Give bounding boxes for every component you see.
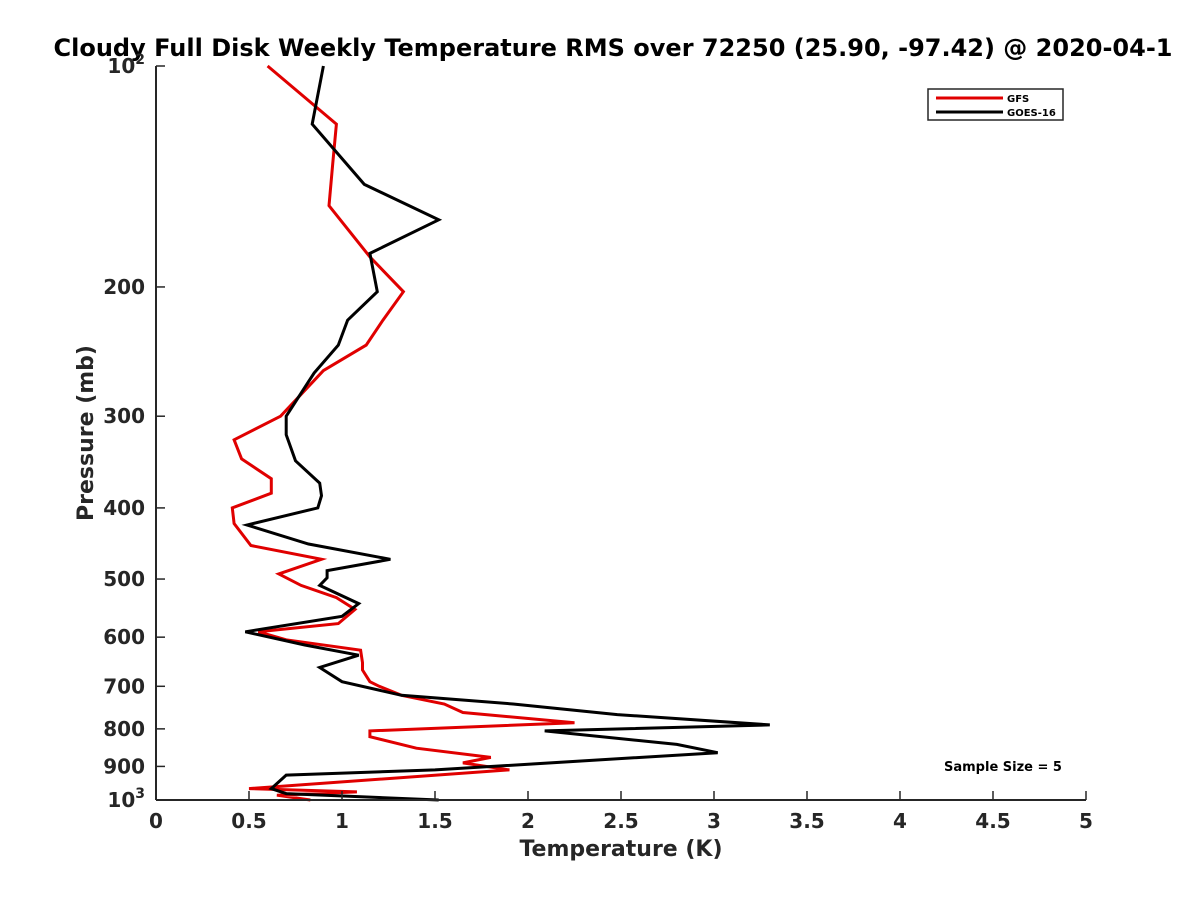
y-tick-label: 200 bbox=[103, 275, 145, 299]
x-tick-label: 5 bbox=[1079, 809, 1093, 833]
x-tick-label: 2 bbox=[521, 809, 535, 833]
x-tick-label: 0.5 bbox=[231, 809, 266, 833]
plot-area bbox=[156, 66, 1086, 800]
sample-size-annotation: Sample Size = 5 bbox=[944, 760, 1062, 775]
y-tick-label: 700 bbox=[103, 674, 145, 698]
legend-label: GFS bbox=[1007, 94, 1029, 105]
chart-title: Cloudy Full Disk Weekly Temperature RMS … bbox=[54, 34, 1173, 62]
legend-box bbox=[927, 88, 1064, 121]
x-tick-label: 3 bbox=[707, 809, 721, 833]
y-tick-label: 800 bbox=[103, 717, 145, 741]
legend-label: GOES-16 bbox=[1007, 108, 1056, 119]
x-tick-label: 1.5 bbox=[417, 809, 452, 833]
y-tick-label: 900 bbox=[103, 754, 145, 778]
y-tick-exponent: 3 bbox=[135, 786, 145, 802]
x-tick-label: 4 bbox=[893, 809, 907, 833]
y-axis-label: Pressure (mb) bbox=[74, 345, 99, 521]
plot-background bbox=[156, 66, 1086, 800]
y-tick-label: 103 bbox=[107, 786, 145, 812]
series-layer bbox=[230, 64, 770, 802]
x-axis-label: Temperature (K) bbox=[519, 837, 722, 862]
x-tick-label: 2.5 bbox=[603, 809, 638, 833]
x-tick-label: 1 bbox=[335, 809, 349, 833]
y-tick-label: 500 bbox=[103, 567, 145, 591]
y-tick-label: 300 bbox=[103, 404, 145, 428]
x-tick-label: 4.5 bbox=[975, 809, 1010, 833]
y-tick-label: 102 bbox=[107, 52, 145, 78]
series-line-goes-16 bbox=[241, 65, 770, 802]
x-ticks: 0 0.5 1 1.5 2 2.5 3 3.5 4 4.5 5 bbox=[149, 791, 1093, 833]
legend: GFS GOES-16 bbox=[927, 88, 1064, 121]
y-tick-base: 10 bbox=[107, 788, 135, 812]
y-tick-label: 400 bbox=[103, 496, 145, 520]
y-tick-base: 10 bbox=[107, 54, 135, 78]
x-tick-label: 3.5 bbox=[789, 809, 824, 833]
y-tick-label: 600 bbox=[103, 625, 145, 649]
series-line-gfs bbox=[230, 64, 575, 802]
y-tick-exponent: 2 bbox=[135, 52, 145, 68]
x-tick-label: 0 bbox=[149, 809, 163, 833]
